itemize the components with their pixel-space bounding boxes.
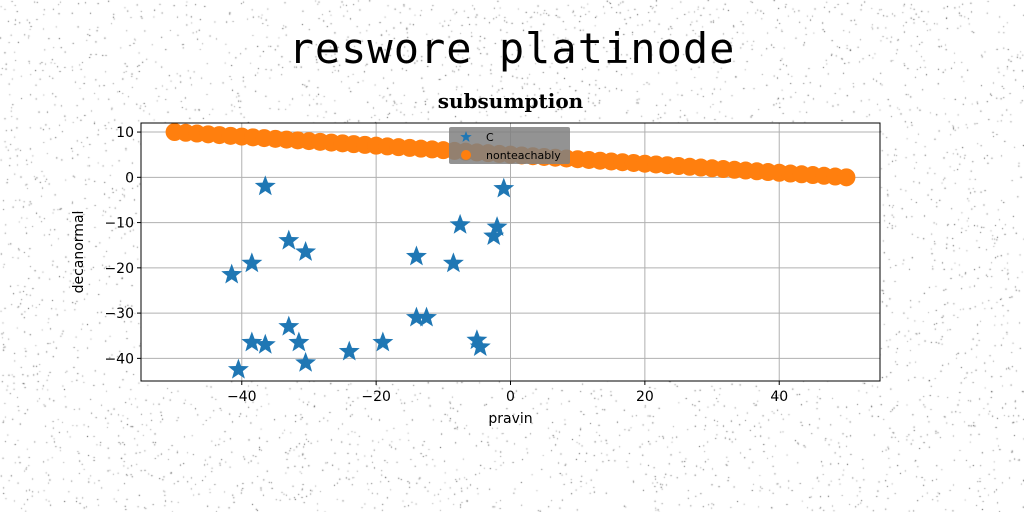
x-tick-label: −40	[227, 389, 257, 405]
grid-lines	[141, 123, 880, 381]
series-c-point	[241, 252, 263, 273]
series-c-point	[442, 252, 464, 273]
chart-title: subsumption	[438, 89, 584, 113]
figure-suptitle: reswore platinode	[288, 24, 736, 73]
series-c-point	[278, 315, 300, 336]
legend-box	[449, 127, 570, 164]
series-c-point	[338, 340, 360, 361]
series-c-point	[288, 331, 310, 352]
series-c-point	[241, 331, 263, 352]
series-c-point	[295, 351, 317, 372]
x-tick-label: 40	[770, 389, 788, 405]
series-c-point	[486, 216, 508, 236]
series-c-point	[221, 263, 243, 284]
legend-marker-nonteachably	[461, 150, 471, 160]
series-c-point	[405, 306, 427, 327]
series-c-point	[254, 175, 276, 196]
y-tick-label: −40	[104, 351, 134, 367]
series-c-point	[405, 245, 427, 266]
x-tick-label: 0	[506, 389, 515, 405]
series-c-point	[372, 331, 394, 352]
series-c-point	[449, 213, 471, 234]
series-c-point	[278, 229, 300, 250]
x-tick-label: −20	[361, 389, 391, 405]
y-tick-label: −10	[104, 216, 134, 232]
series-c-point	[227, 358, 249, 379]
series-c-point	[466, 329, 488, 350]
series-c-point	[493, 177, 515, 198]
series-c-point	[295, 241, 317, 261]
series-c-point	[483, 225, 505, 246]
axis-ticks: −40 −20 0 20 40 10 0 −10 −20 −30 −40	[104, 125, 788, 405]
series-c-point	[469, 336, 491, 356]
y-tick-label: 10	[116, 125, 134, 141]
legend-marker-c	[460, 131, 472, 142]
y-tick-label: −20	[104, 261, 134, 277]
legend-label-c: C	[486, 131, 494, 144]
x-axis-label: pravin	[488, 411, 532, 427]
x-tick-label: 20	[636, 389, 654, 405]
series-c-point	[416, 306, 437, 327]
y-axis-label: decanormal	[71, 211, 87, 294]
series-nonteachably-point	[837, 168, 856, 187]
y-tick-label: 0	[125, 170, 134, 186]
legend-label-nonteachably: nonteachably	[486, 149, 561, 162]
series-c-point	[254, 333, 276, 354]
y-tick-label: −30	[104, 306, 134, 322]
